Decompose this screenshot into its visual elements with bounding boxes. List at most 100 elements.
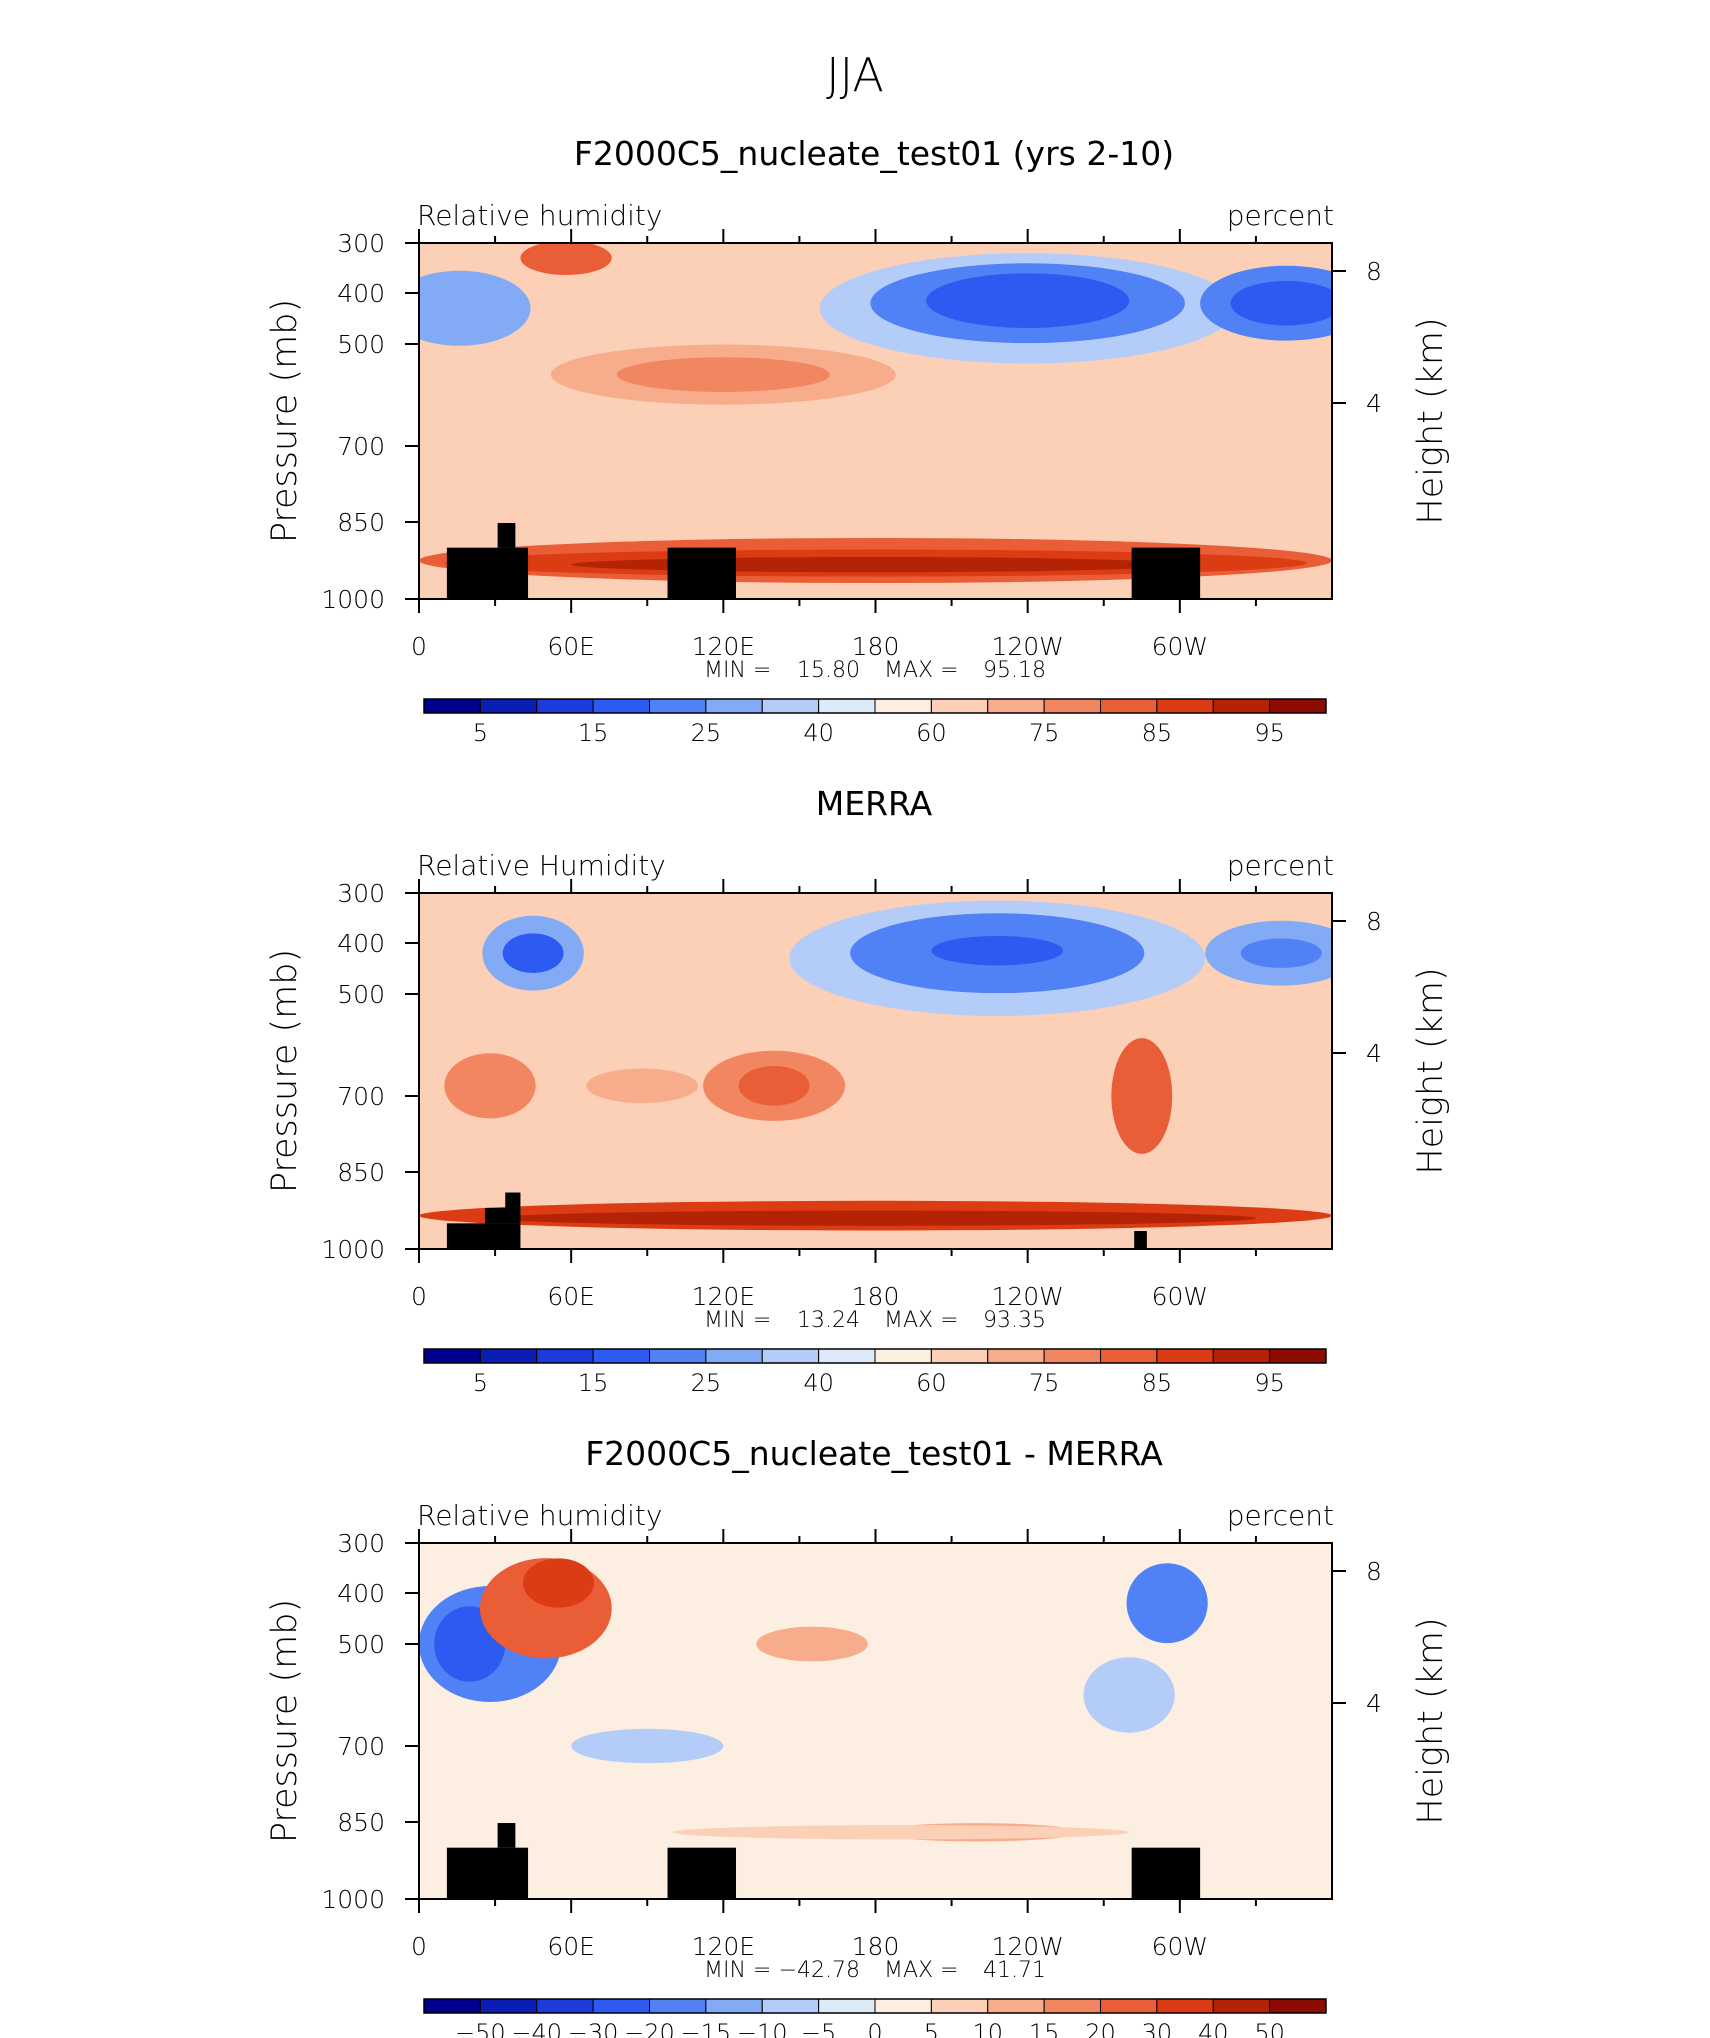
- colorbar-label: 5: [924, 2019, 939, 2038]
- x-tick-label: 180: [852, 632, 900, 661]
- x-tick-label: 60E: [547, 632, 595, 661]
- colorbar-swatch: [479, 1348, 538, 1364]
- max-label: MAX =: [884, 658, 959, 683]
- colorbar-frame: [423, 1998, 1327, 2014]
- panel-title: F2000C5_nucleate_test01 - MERRA: [585, 1434, 1163, 1473]
- y-tick-label: 400: [337, 929, 385, 958]
- x-tick-label: 180: [852, 1282, 900, 1311]
- colorbar-swatch: [1212, 698, 1271, 714]
- y-axis-title: Pressure (mb): [265, 299, 305, 543]
- x-tick-label: 120W: [991, 1932, 1063, 1961]
- max-label: MAX =: [884, 1958, 959, 1983]
- y2-tick-label: 8: [1366, 257, 1382, 286]
- colorbar-swatch: [1043, 698, 1101, 714]
- x-tick-label: 60E: [547, 1282, 595, 1311]
- colorbar-swatch: [1212, 1998, 1271, 2014]
- y-tick-label: 700: [337, 432, 385, 461]
- colorbar-label: 75: [1029, 1369, 1060, 1397]
- topography-mask: [1131, 547, 1201, 599]
- colorbar-label: −5: [801, 2019, 836, 2038]
- y-tick-label: 400: [337, 1579, 385, 1608]
- x-tick-label: 120E: [692, 632, 756, 661]
- panel-title: MERRA: [816, 784, 933, 823]
- colorbar-swatch: [818, 1998, 876, 2014]
- variable-label: Relative Humidity: [417, 849, 666, 882]
- colorbar-swatch: [761, 698, 820, 714]
- topography-mask: [1134, 1231, 1147, 1249]
- colorbar-swatch: [1212, 1348, 1271, 1364]
- topography-mask: [497, 1823, 516, 1848]
- contour-field: [419, 1543, 1332, 1899]
- colorbar-swatch: [1269, 698, 1327, 714]
- colorbar-swatch: [479, 1998, 538, 2014]
- colorbar-label: 30: [1142, 2019, 1173, 2038]
- colorbar-swatch: [649, 698, 707, 714]
- panel-title: F2000C5_nucleate_test01 (yrs 2-10): [574, 134, 1174, 173]
- min-label: MIN =: [704, 658, 771, 683]
- topography-mask: [484, 1207, 521, 1224]
- contour-region: [1083, 1657, 1175, 1733]
- topography-mask: [667, 547, 737, 599]
- colorbar-swatch: [423, 1348, 481, 1364]
- x-tick-label: 120E: [692, 1932, 756, 1961]
- min-label: MIN =: [704, 1308, 771, 1333]
- y2-tick-label: 4: [1366, 1689, 1382, 1718]
- y2-tick-label: 4: [1366, 389, 1382, 418]
- chart-panel-2: MERRA Relative Humidity percent 0 60E 120E 180…: [265, 784, 1451, 1397]
- colorbar-label: 40: [1198, 2019, 1229, 2038]
- colorbar-label: 85: [1142, 1369, 1173, 1397]
- y-tick-label: 400: [337, 279, 385, 308]
- contour-region: [1230, 280, 1332, 326]
- colorbar-label: 75: [1029, 719, 1060, 747]
- contour-region: [616, 357, 830, 392]
- contour-region: [1126, 1563, 1208, 1644]
- x-tick-label: 0: [411, 1282, 427, 1311]
- x-tick-label: 0: [411, 632, 427, 661]
- y-tick-label: 500: [337, 980, 385, 1009]
- colorbar-swatch: [874, 1998, 932, 2014]
- colorbar-swatch: [987, 1348, 1045, 1364]
- colorbar-swatch: [818, 1348, 876, 1364]
- colorbar-frame: [423, 698, 1327, 714]
- x-tick-label: 60W: [1152, 632, 1209, 661]
- topography-mask: [497, 523, 516, 548]
- colorbar-swatch: [1043, 1998, 1101, 2014]
- x-tick-label: 60W: [1152, 1282, 1209, 1311]
- colorbar-label: 60: [916, 1369, 947, 1397]
- colorbar-label: −10: [737, 2019, 788, 2038]
- contour-region: [419, 270, 531, 346]
- plot-area: 0 60E 120E 180 120W 60W 300 400 500 700 850 1000 8 4: [321, 1529, 1382, 1961]
- y-tick-label: 500: [337, 330, 385, 359]
- colorbar-swatch: [649, 1998, 707, 2014]
- colorbar-swatch: [1100, 698, 1158, 714]
- colorbar-label: 40: [803, 1369, 834, 1397]
- topography-mask: [446, 547, 529, 599]
- topography-mask: [505, 1192, 521, 1208]
- colorbar-label: 10: [972, 2019, 1003, 2038]
- colorbar-label: −50: [455, 2019, 506, 2038]
- y2-axis-title: Height (km): [1411, 317, 1451, 524]
- units-label: percent: [1227, 1499, 1334, 1532]
- y-tick-label: 1000: [321, 1235, 385, 1264]
- colorbar-swatch: [761, 1998, 820, 2014]
- colorbar-swatch: [705, 1998, 763, 2014]
- contour-region: [444, 1053, 536, 1119]
- units-label: percent: [1227, 849, 1334, 882]
- contour-region: [586, 1068, 698, 1104]
- max-value: 93.35: [983, 1308, 1046, 1333]
- topography-mask: [446, 1223, 521, 1249]
- contour-region: [1240, 938, 1322, 968]
- colorbar-label: −15: [681, 2019, 732, 2038]
- colorbar-swatch: [1156, 1998, 1214, 2014]
- x-tick-label: 120W: [991, 1282, 1063, 1311]
- variable-label: Relative humidity: [417, 199, 662, 232]
- y2-axis-title: Height (km): [1411, 1617, 1451, 1824]
- min-value: 15.80: [797, 658, 860, 683]
- y2-axis-title: Height (km): [1411, 967, 1451, 1174]
- colorbar-swatch: [1156, 1348, 1214, 1364]
- max-value: 41.71: [983, 1958, 1046, 1983]
- y2-tick-label: 8: [1366, 1557, 1382, 1586]
- colorbar-label: −20: [624, 2019, 675, 2038]
- contour-region: [926, 273, 1130, 328]
